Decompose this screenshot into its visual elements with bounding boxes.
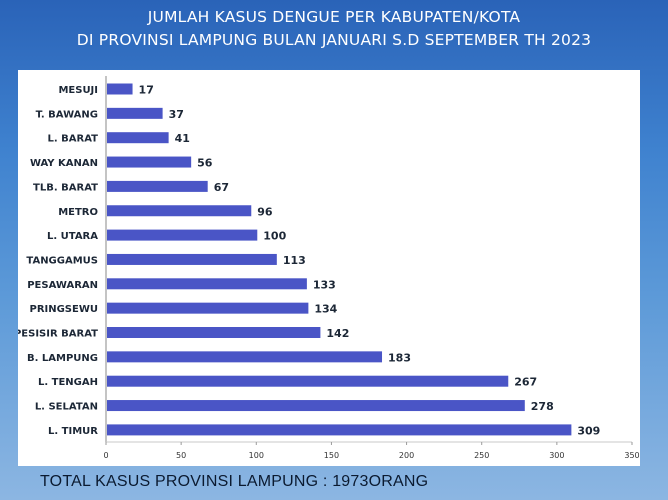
category-label: L. BARAT (48, 134, 99, 145)
category-label: B. LAMPUNG (27, 353, 98, 364)
bar (107, 229, 258, 241)
category-label: TANGGAMUS (26, 255, 98, 266)
x-tick-label: 100 (249, 451, 264, 460)
data-label: 56 (197, 157, 213, 170)
x-tick-label: 200 (399, 451, 414, 460)
data-label: 134 (314, 303, 337, 316)
data-label: 67 (214, 181, 229, 194)
data-label: 133 (313, 278, 336, 291)
bar (107, 83, 133, 95)
data-label: 96 (257, 205, 273, 218)
category-label: WAY KANAN (30, 158, 98, 169)
x-tick-label: 350 (624, 451, 639, 460)
bar (107, 205, 252, 217)
data-label: 142 (326, 327, 349, 340)
data-label: 309 (577, 424, 600, 437)
category-label: PESISIR BARAT (18, 329, 98, 340)
chart-title-line-2: DI PROVINSI LAMPUNG BULAN JANUARI S.D SE… (76, 31, 592, 49)
chart-title-line-1: JUMLAH KASUS DENGUE PER KABUPATEN/KOTA (147, 8, 521, 26)
category-label: MESUJI (58, 85, 98, 96)
chart-panel: MESUJI 17 T. BAWANG 37 L. BARAT 41 WAY KANAN 56… (18, 70, 640, 466)
data-label: 267 (514, 376, 537, 389)
category-label: PESAWARAN (27, 280, 98, 291)
data-label: 278 (531, 400, 554, 413)
data-label: 37 (169, 108, 184, 121)
category-label: L. UTARA (47, 231, 98, 242)
bar (107, 375, 509, 387)
data-label: 113 (283, 254, 306, 267)
category-label: L. TENGAH (38, 377, 98, 388)
data-label: 183 (388, 351, 411, 364)
category-label: T. BAWANG (36, 109, 98, 120)
category-label: PRINGSEWU (29, 304, 98, 315)
bar (107, 180, 208, 192)
x-tick-label: 300 (549, 451, 564, 460)
bar (107, 278, 307, 290)
x-tick-label: 0 (103, 451, 108, 460)
data-label: 41 (175, 132, 190, 145)
bar-chart: MESUJI 17 T. BAWANG 37 L. BARAT 41 WAY KANAN 56… (18, 76, 640, 460)
bar (107, 351, 383, 363)
bar (107, 156, 192, 168)
category-label: L. TIMUR (48, 426, 98, 437)
bar (107, 302, 309, 314)
category-label: TLB. BARAT (33, 182, 98, 193)
bar (107, 400, 525, 412)
bar (107, 327, 321, 338)
data-label: 100 (263, 230, 286, 243)
x-tick-label: 50 (176, 451, 186, 460)
category-label: L. SELATAN (35, 402, 98, 413)
x-tick-label: 250 (474, 451, 489, 460)
data-label: 17 (139, 84, 154, 97)
bar (107, 107, 163, 119)
category-label: METRO (58, 207, 98, 218)
chart-title: JUMLAH KASUS DENGUE PER KABUPATEN/KOTA D… (0, 6, 668, 52)
bar (107, 132, 169, 144)
total-cases-footer: TOTAL KASUS PROVINSI LAMPUNG : 1973ORANG (40, 473, 429, 490)
bar (107, 253, 277, 265)
x-tick-label: 150 (324, 451, 339, 460)
bar (107, 424, 572, 436)
